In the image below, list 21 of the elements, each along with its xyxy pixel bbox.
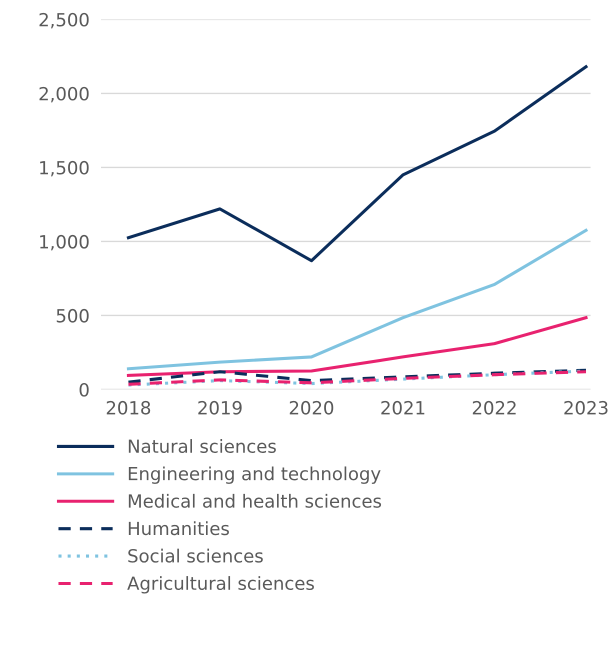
x-tick-label: 2023 [564,400,608,415]
legend-label: Engineering and technology [128,466,381,484]
x-tick-label: 2021 [381,400,424,415]
x-tick-label: 2020 [290,400,334,415]
legend-label: Medical and health sciences [128,494,382,508]
y-tick-label: 500 [56,308,89,323]
y-tick-label: 2,000 [40,86,89,102]
line-series [126,65,588,262]
y-tick-label: 1,500 [40,160,89,176]
line-series [126,316,588,377]
legend-label: Natural sciences [128,439,276,454]
x-tick-label: 2019 [198,400,242,415]
x-tick-label: 2022 [472,400,516,415]
line-series [126,228,588,370]
x-tick-label: 2018 [106,400,150,415]
legend-label: Social sciences [128,548,263,563]
y-tick-label: 0 [80,382,89,397]
legend-label: Agricultural sciences [127,576,314,594]
y-tick-label: 2,500 [40,12,89,28]
legend-label: Humanities [128,521,229,536]
y-tick-label: 1,000 [40,234,89,250]
